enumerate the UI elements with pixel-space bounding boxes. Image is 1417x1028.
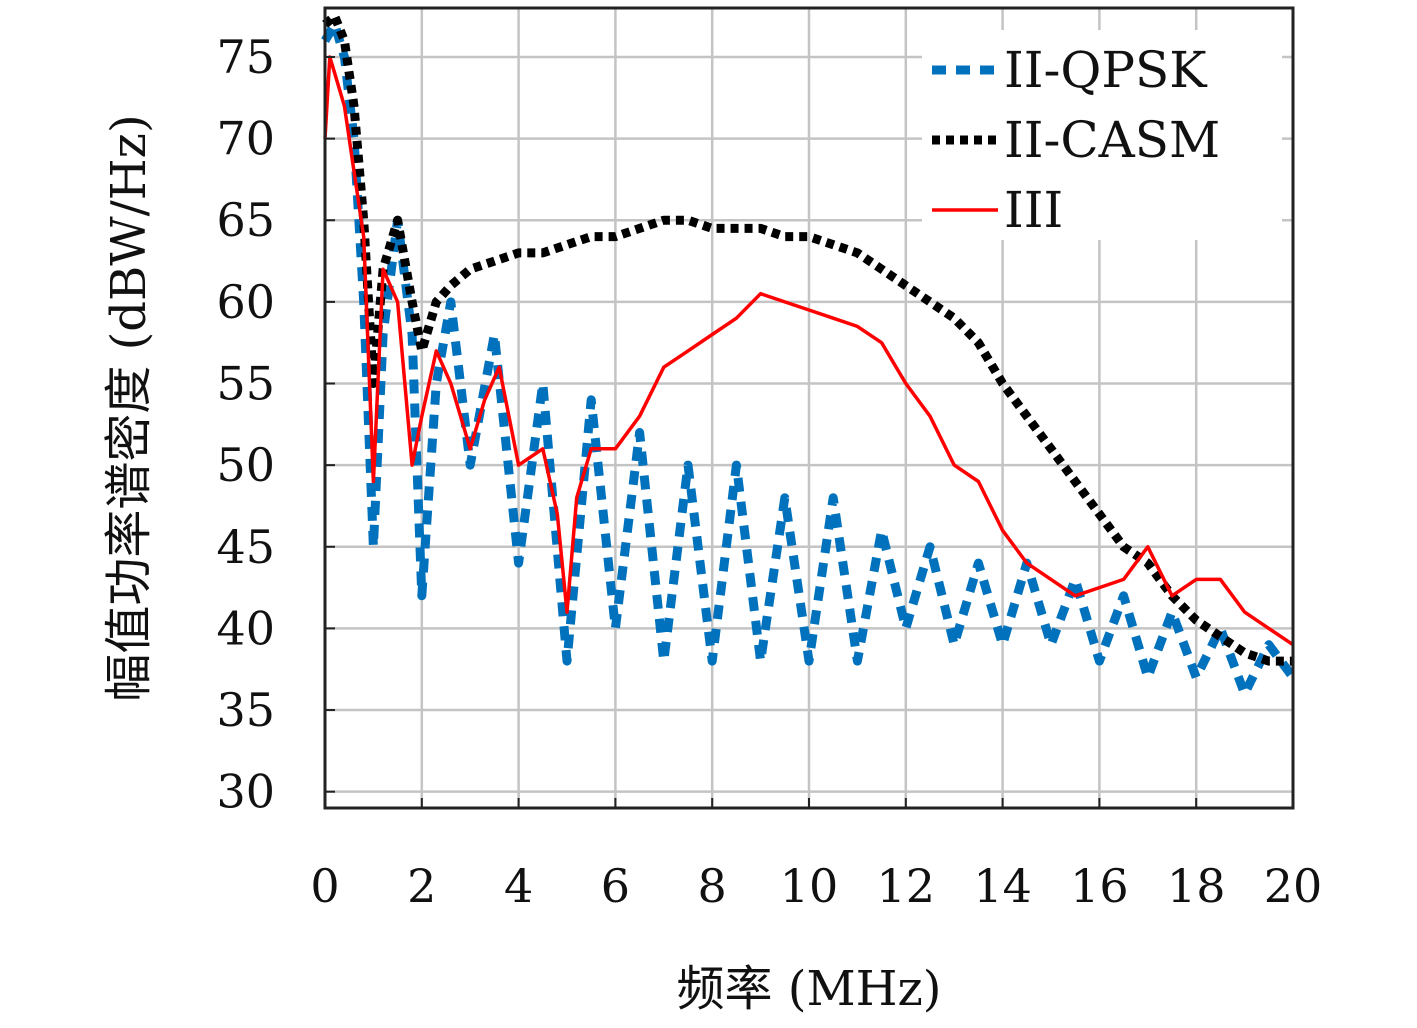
y-tick-label: 35 <box>216 683 275 737</box>
legend-background <box>922 30 1282 240</box>
series-layer <box>321 11 1297 699</box>
series-line-ii-casm <box>322 11 1293 666</box>
y-tick-label: 65 <box>216 193 275 247</box>
legend: II-QPSK II-CASM III <box>922 30 1282 240</box>
legend-label-ii-qpsk: II-QPSK <box>1004 41 1208 99</box>
y-tick-label: 45 <box>216 520 275 574</box>
legend-label-ii-casm: II-CASM <box>1004 111 1220 169</box>
y-axis-label: 幅值功率谱密度 (dBW/Hz) <box>101 114 157 701</box>
y-tick-label: 50 <box>216 438 275 492</box>
y-tick-label: 30 <box>216 765 275 819</box>
x-tick-label: 14 <box>973 859 1032 913</box>
x-tick-label: 10 <box>780 859 839 913</box>
y-tick-label: 70 <box>216 112 275 166</box>
y-tick-label: 55 <box>216 357 275 411</box>
y-tick-label: 60 <box>216 275 275 329</box>
x-tick-label: 16 <box>1070 859 1129 913</box>
x-axis-label: 频率 (MHz) <box>676 961 941 1017</box>
x-tick-label: 20 <box>1264 859 1323 913</box>
y-tick-label: 40 <box>216 601 275 655</box>
x-tick-label: 6 <box>601 859 630 913</box>
legend-label-iii: III <box>1004 181 1063 239</box>
x-tick-label: 4 <box>504 859 533 913</box>
series-line-iii <box>323 55 1294 647</box>
tick-labels: 0 2 4 6 8 10 12 14 16 18 20 30 35 40 45 50 55 60 65 70 75 <box>216 30 1322 913</box>
x-tick-label: 8 <box>698 859 727 913</box>
x-tick-label: 2 <box>407 859 436 913</box>
series-line-ii-qpsk <box>321 19 1297 699</box>
x-tick-label: 0 <box>310 859 339 913</box>
x-tick-label: 12 <box>877 859 936 913</box>
x-tick-label: 18 <box>1167 859 1226 913</box>
y-tick-label: 75 <box>216 30 275 84</box>
